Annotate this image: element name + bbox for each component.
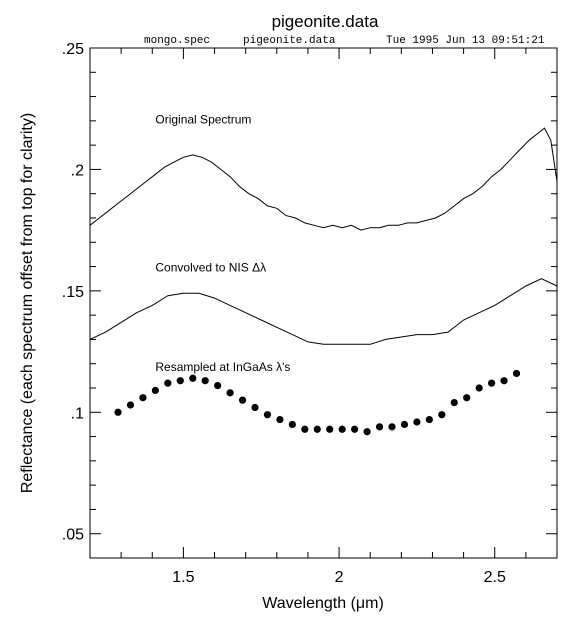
resampled-point	[475, 384, 483, 392]
resampled-point	[114, 408, 122, 416]
resampled-point	[512, 369, 521, 378]
resampled-point	[326, 425, 334, 433]
resampled-point	[450, 398, 458, 407]
y-tick-label: .05	[62, 527, 84, 544]
subtitle-middle: pigeonite.data	[243, 35, 336, 47]
resampled-point	[500, 377, 508, 385]
y-tick-label: .2	[71, 162, 84, 179]
x-tick-label: 2.5	[484, 569, 506, 586]
resampled-point	[226, 389, 234, 397]
resampled-point	[375, 423, 384, 431]
resampled-point	[388, 423, 396, 431]
spectrum-line-1	[89, 127, 558, 231]
resampled-point	[301, 425, 309, 433]
annotation-1: Original Spectrum	[155, 112, 251, 126]
resampled-point	[400, 420, 409, 429]
subtitle-left: mongo.spec	[144, 35, 210, 47]
resampled-point	[276, 415, 284, 424]
resampled-point	[201, 377, 209, 385]
resampled-point	[313, 425, 321, 433]
axis-ticks	[89, 47, 558, 559]
annotation-2: Convolved to NIS Δλ	[155, 260, 266, 274]
x-tick-label: 2	[335, 569, 344, 586]
y-tick-label: .1	[71, 405, 84, 422]
resampled-point	[338, 425, 346, 433]
resampled-point	[463, 394, 471, 402]
resampled-point	[488, 379, 496, 387]
annotation-3: Resampled at InGaAs λ's	[155, 360, 290, 374]
resampled-point	[214, 381, 222, 390]
resampled-point	[251, 403, 259, 412]
y-axis-label: Reflectance (each spectrum offset from t…	[19, 113, 36, 493]
chart-title: pigeonite.data	[272, 12, 379, 31]
annotations: Original Spectrum Convolved to NIS Δλ Resa…	[155, 112, 290, 374]
subtitle-right: Tue 1995 Jun 13 09:51:21	[386, 35, 545, 47]
x-axis-label: Wavelength (μm)	[262, 595, 384, 612]
resampled-point	[363, 428, 371, 436]
resampled-point	[189, 374, 197, 382]
resampled-point	[164, 379, 172, 387]
resampled-point	[288, 420, 296, 429]
resampled-point	[413, 418, 421, 426]
resampled-point	[425, 415, 433, 424]
resampled-point	[351, 425, 359, 433]
resampled-point	[438, 411, 446, 419]
axis-tick-labels: 1.5 2 2.5 .05 .1 .15 .2 .25	[62, 41, 506, 586]
resampled-point	[238, 396, 247, 404]
data-series	[89, 127, 558, 436]
x-tick-label: 1.5	[172, 569, 194, 586]
resampled-point	[263, 411, 272, 419]
resampled-point	[176, 377, 184, 385]
resampled-point	[139, 394, 147, 402]
resampled-point	[151, 386, 159, 395]
resampled-point	[126, 401, 135, 409]
spectrum-line-2	[89, 278, 558, 345]
y-tick-label: .15	[62, 284, 84, 301]
y-tick-label: .25	[62, 41, 84, 58]
plot-frame	[89, 47, 558, 559]
